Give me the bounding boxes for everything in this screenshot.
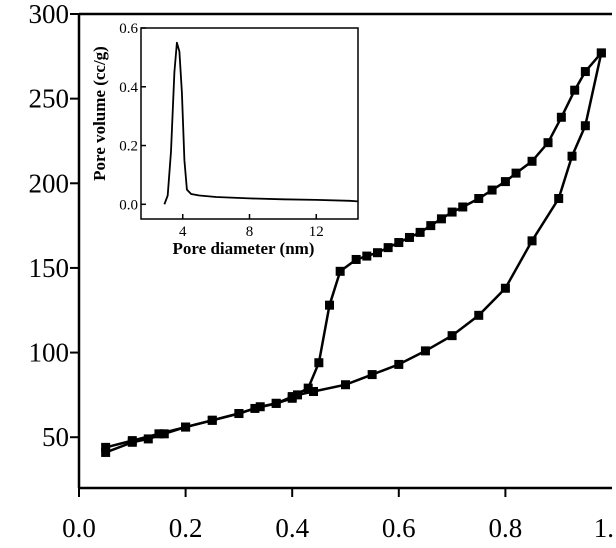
main-series-point <box>341 380 350 390</box>
main-series-point <box>474 194 484 204</box>
main-series-point <box>511 168 521 178</box>
main-x-tick-label: 0.2 <box>169 513 203 543</box>
main-series-point <box>335 266 345 276</box>
main-y-tick-label: 200 <box>29 168 70 198</box>
main-series-point <box>426 221 436 231</box>
main-y-tick-label: 100 <box>29 338 70 368</box>
main-tick-labels: 50 100 150 200 250 300 0.0 0.2 0.4 0.6 0.8 1. <box>29 0 615 543</box>
main-series-point <box>500 177 510 187</box>
main-x-tick-label: 0.4 <box>275 513 309 543</box>
main-series-point <box>554 194 564 204</box>
main-series-point <box>325 300 335 310</box>
main-x-tick-label: 0.8 <box>489 513 523 543</box>
main-axes <box>77 12 612 490</box>
inset-x-tick-label: 12 <box>309 224 324 240</box>
main-series-point <box>458 202 468 212</box>
main-series-point <box>543 138 553 148</box>
main-series-point <box>415 227 425 237</box>
main-series-point <box>527 156 537 166</box>
main-series-point <box>367 370 377 380</box>
main-series-point <box>314 358 324 368</box>
main-series-point <box>181 422 191 432</box>
inset-tick-labels: 0.0 0.2 0.4 0.6 4 8 12 <box>119 21 324 240</box>
main-series-point <box>159 429 169 439</box>
main-series-point <box>372 248 382 258</box>
main-series-point <box>596 48 606 58</box>
main-series-point <box>309 387 319 397</box>
inset-series-line-1 <box>163 41 359 205</box>
main-series-line-2 <box>105 52 603 449</box>
main-y-tick-label: 300 <box>29 0 70 29</box>
main-series-point <box>362 251 372 261</box>
main-series-point <box>394 359 404 369</box>
inset-x-axis-label: Pore diameter (nm) <box>173 239 315 258</box>
main-series-point <box>207 415 217 425</box>
main-series-point <box>143 434 153 444</box>
inset-x-tick-label: 8 <box>246 224 254 240</box>
main-x-tick-label: 1. <box>594 513 614 543</box>
main-y-tick-label: 250 <box>29 84 70 114</box>
main-series-point <box>383 243 393 253</box>
inset-y-axis-label: Pore volume (cc/g) <box>90 46 109 181</box>
main-series-point <box>303 383 313 393</box>
main-series-point <box>101 442 111 452</box>
main-series-point <box>101 447 111 457</box>
inset-y-tick-label: 0.2 <box>119 139 138 155</box>
main-series-point <box>394 238 404 248</box>
main-series-point <box>487 185 497 195</box>
main-series-point <box>500 283 510 293</box>
main-series-point <box>447 331 457 341</box>
main-y-tick-label: 50 <box>42 422 69 452</box>
main-series-point <box>127 436 137 446</box>
inset-y-tick-label: 0.6 <box>119 21 138 37</box>
main-series-point <box>556 112 566 122</box>
main-series-point <box>271 398 281 408</box>
main-series-point <box>527 236 537 246</box>
inset-pore-distribution: 0.0 0.2 0.4 0.6 4 8 12 Pore diameter (nm) Pore… <box>90 21 359 258</box>
main-x-tick-label: 0.6 <box>382 513 416 543</box>
main-series-point <box>404 232 414 242</box>
main-series-point <box>250 403 260 413</box>
inset-tick-marks <box>141 27 318 219</box>
main-series-point <box>154 429 164 439</box>
main-series-point <box>234 409 244 419</box>
main-series-point <box>351 254 361 264</box>
main-tick-marks <box>70 13 507 497</box>
main-series-point <box>287 392 297 402</box>
inset-background <box>140 27 359 220</box>
main-series-point <box>420 346 430 356</box>
main-series <box>101 48 606 457</box>
main-series-point <box>447 207 457 217</box>
inset-x-tick-label: 4 <box>179 224 187 240</box>
main-series-point <box>580 67 590 77</box>
inset-y-tick-label: 0.0 <box>119 197 138 213</box>
main-series-point <box>436 214 446 224</box>
main-y-tick-label: 150 <box>29 253 70 283</box>
inset-y-tick-label: 0.4 <box>119 80 138 96</box>
main-series-point <box>570 85 580 95</box>
main-series-point <box>567 151 577 161</box>
main-series-point <box>580 121 590 131</box>
main-series-point <box>474 310 484 320</box>
main-x-tick-label: 0.0 <box>62 513 96 543</box>
inset-series <box>163 41 359 205</box>
